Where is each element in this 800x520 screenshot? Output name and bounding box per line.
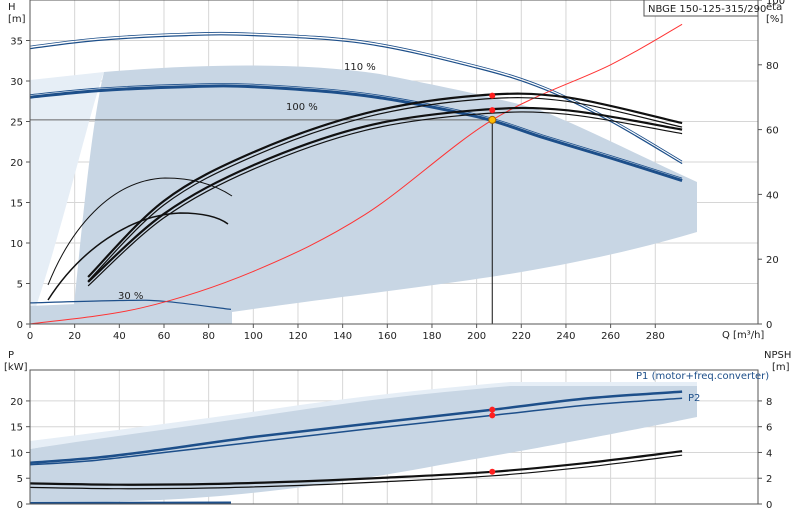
power-band: [30, 384, 697, 504]
curve-100: [29, 84, 683, 183]
curve-label-30: 30 %: [118, 291, 143, 302]
bottom-ticks: 0 5 10 15 20 0 2 4 6 8: [10, 397, 772, 511]
x-tick-label: 120: [288, 331, 307, 342]
efficiency-curve-1-edge: [87, 97, 683, 282]
y2-tick-label: 0: [766, 320, 772, 331]
model-box: [643, 0, 759, 17]
top-ticks: 0 20 40 60 80 100 120 140 160 180 200 220 240 260 2800…: [10, 0, 785, 342]
npsh-tick-label: 4: [766, 448, 772, 459]
npsh-tick-label: 8: [766, 397, 772, 408]
top-curves: [29, 23, 683, 325]
p-tick-label: 15: [10, 423, 23, 434]
x-tick-label: 100: [244, 331, 263, 342]
bottom-curves: [29, 390, 683, 504]
x-tick-label: 200: [467, 331, 486, 342]
x-tick-label: 280: [646, 331, 665, 342]
efficiency-curve-2-edge: [87, 111, 683, 287]
x-tick-label: 180: [422, 331, 441, 342]
y2-tick-label: 20: [766, 255, 779, 266]
eta-point-2: [489, 107, 496, 114]
bottom-y-unit: [kW]: [4, 362, 28, 373]
y-tick-label: 35: [10, 37, 23, 48]
mid-speed-eta-arc: [47, 212, 229, 301]
top-y2-label: eta: [766, 2, 782, 13]
y-tick-label: 25: [10, 118, 23, 129]
npsh-point: [489, 468, 496, 475]
npsh-tick-label: 6: [766, 423, 772, 434]
y-tick-label: 15: [10, 199, 23, 210]
efficiency-curve-1: [87, 92, 683, 278]
y2-tick-label: 80: [766, 61, 779, 72]
y-tick-label: 10: [10, 239, 23, 250]
low-speed-region: [30, 72, 104, 324]
x-tick-label: 20: [68, 331, 81, 342]
x-tick-label: 260: [601, 331, 620, 342]
model-label: NBGE 150-125-315/290: [648, 4, 766, 15]
p-tick-label: 20: [10, 397, 23, 408]
top-y-label: H: [8, 2, 16, 13]
p1-point: [489, 406, 496, 413]
bottom-y2-unit: [m]: [772, 362, 790, 373]
efficiency-curve-2: [87, 106, 683, 283]
top-y-unit: [m]: [8, 14, 26, 25]
curve-110-edge: [29, 31, 683, 162]
y2-tick-label: 100: [766, 0, 785, 7]
x-tick-label: 60: [158, 331, 171, 342]
npsh-curve: [29, 450, 683, 486]
x-tick-label: 140: [333, 331, 352, 342]
y-tick-label: 5: [17, 280, 23, 291]
y-tick-label: 30: [10, 77, 23, 88]
curve-110: [29, 34, 683, 165]
p-tick-label: 10: [10, 448, 23, 459]
y2-tick-label: 60: [766, 126, 779, 137]
x-tick-label: 40: [113, 331, 126, 342]
curve-label-100: 100 %: [286, 102, 318, 113]
bottom-plot-frame: [29, 369, 759, 505]
top-y2-unit: [%]: [766, 14, 783, 25]
series-label-p2: P2: [688, 393, 700, 404]
duty-point: [488, 115, 497, 124]
x-tick-label: 160: [378, 331, 397, 342]
p1-curve: [29, 390, 683, 465]
p-tick-label: 5: [17, 474, 23, 485]
system-curve: [29, 23, 683, 325]
bottom-y-label: P: [8, 350, 14, 361]
curve-100-edge: [29, 82, 683, 179]
x-tick-label: 80: [202, 331, 215, 342]
y-tick-label: 0: [17, 320, 23, 331]
x-tick-label: 0: [27, 331, 33, 342]
npsh-tick-label: 2: [766, 474, 772, 485]
p2-curve: [29, 397, 683, 466]
npsh-tick-label: 0: [766, 500, 772, 511]
curve-30: [29, 299, 232, 310]
npsh-curve-edge: [29, 454, 683, 490]
low-speed-eta-arc: [47, 177, 233, 286]
curve-label-110: 110 %: [344, 62, 376, 73]
min-speed-band: [30, 303, 232, 324]
series-label-p1: P1 (motor+freq.converter): [636, 371, 769, 382]
min-speed-power: [29, 501, 231, 504]
y2-tick-label: 40: [766, 190, 779, 201]
bottom-y2-label: NPSH: [764, 350, 791, 361]
p-tick-label: 0: [17, 500, 23, 511]
x-tick-label: 240: [556, 331, 575, 342]
eta-point-1: [489, 92, 496, 99]
y-tick-label: 20: [10, 158, 23, 169]
x-axis-label: Q [m³/h]: [722, 330, 764, 341]
x-tick-label: 220: [512, 331, 531, 342]
p2-point: [489, 412, 496, 419]
operating-range-band: [72, 65, 697, 324]
